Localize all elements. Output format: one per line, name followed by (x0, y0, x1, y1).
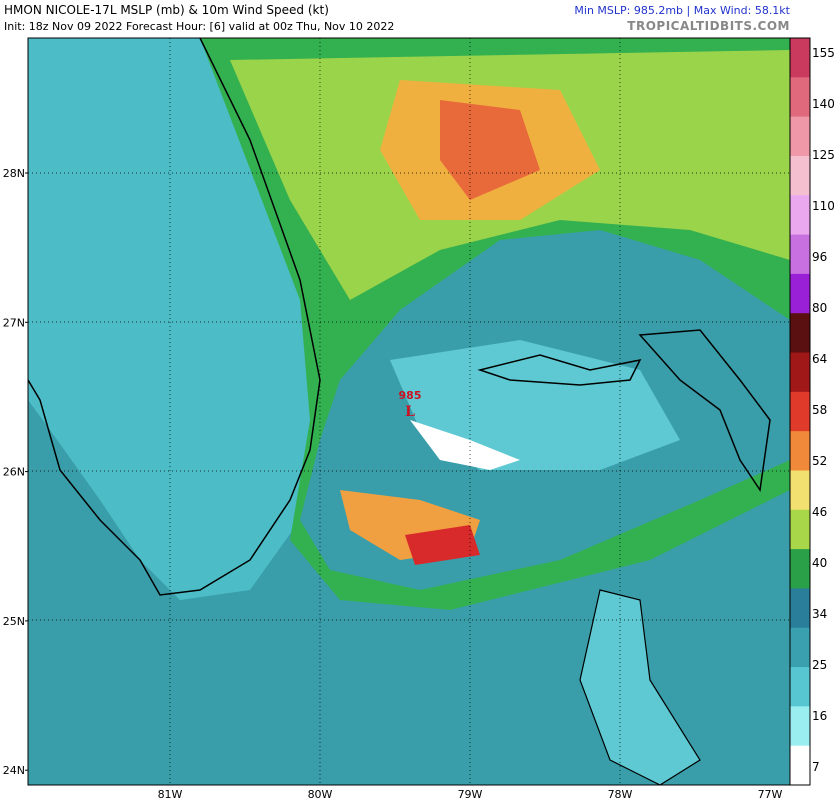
colorbar-tick-label: 40 (812, 556, 827, 570)
colorbar-tick-label: 80 (812, 301, 827, 315)
colorbar-segment (790, 391, 810, 432)
colorbar-tick-label: 125 (812, 148, 834, 162)
colorbar-segment (790, 627, 810, 668)
colorbar-tick-label: 140 (812, 97, 834, 111)
colorbar-segment (790, 745, 810, 786)
colorbar-tick-label: 7 (812, 760, 820, 774)
colorbar-tick-label: 16 (812, 709, 827, 723)
colorbar-segment (790, 431, 810, 471)
colorbar-segment (790, 313, 810, 354)
colorbar-segment (790, 77, 810, 118)
lon-label: 77W (758, 788, 783, 800)
colorbar-segment (790, 588, 810, 629)
colorbar-segment (790, 352, 810, 393)
low-symbol: L (405, 404, 415, 420)
low-pressure: 985 (399, 389, 422, 402)
title: HMON NICOLE-17L MSLP (mb) & 10m Wind Spe… (4, 3, 329, 17)
site: TROPICALTIDBITS.COM (627, 19, 790, 33)
lat-label: 24N (3, 764, 25, 777)
colorbar-tick-label: 34 (812, 607, 827, 621)
colorbar-segment (790, 116, 810, 157)
axis-labels: 28N 27N 26N 25N 24N 81W 80W 79W 78W 77W (3, 167, 783, 801)
colorbar-frame (789, 37, 811, 786)
map: 985 L (27, 37, 791, 786)
colorbar-tick-label: 110 (812, 199, 834, 213)
lat-label: 28N (3, 167, 25, 180)
colorbar-segment (790, 234, 810, 275)
colorbar-tick-label: 58 (812, 403, 827, 417)
lat-label: 27N (3, 316, 25, 329)
colorbar-tick-label: 52 (812, 454, 827, 468)
colorbar-tick-label: 64 (812, 352, 827, 366)
stats: Min MSLP: 985.2mb | Max Wind: 58.1kt (574, 4, 790, 17)
subtitle: Init: 18z Nov 09 2022 Forecast Hour: [6]… (4, 20, 394, 33)
colorbar-segment (790, 667, 810, 707)
lon-label: 81W (158, 788, 183, 800)
colorbar: 155 140 125 110 96 80 64 58 52 46 40 34 25 16 7 (789, 37, 834, 786)
colorbar-segment (790, 155, 810, 196)
colorbar-segment (790, 38, 810, 78)
colorbar-segment (790, 273, 810, 314)
colorbar-segment (790, 509, 810, 550)
lon-label: 78W (608, 788, 633, 800)
colorbar-segment (790, 549, 810, 589)
lon-label: 79W (458, 788, 483, 800)
colorbar-segment (790, 195, 810, 236)
lat-label: 25N (3, 615, 25, 628)
colorbar-tick-label: 96 (812, 250, 827, 264)
lon-label: 80W (308, 788, 333, 800)
colorbar-tick-label: 155 (812, 46, 834, 60)
colorbar-segment (790, 706, 810, 747)
colorbar-segment (790, 470, 810, 511)
colorbar-tick-label: 25 (812, 658, 827, 672)
lat-label: 26N (3, 466, 25, 479)
colorbar-tick-label: 46 (812, 505, 827, 519)
